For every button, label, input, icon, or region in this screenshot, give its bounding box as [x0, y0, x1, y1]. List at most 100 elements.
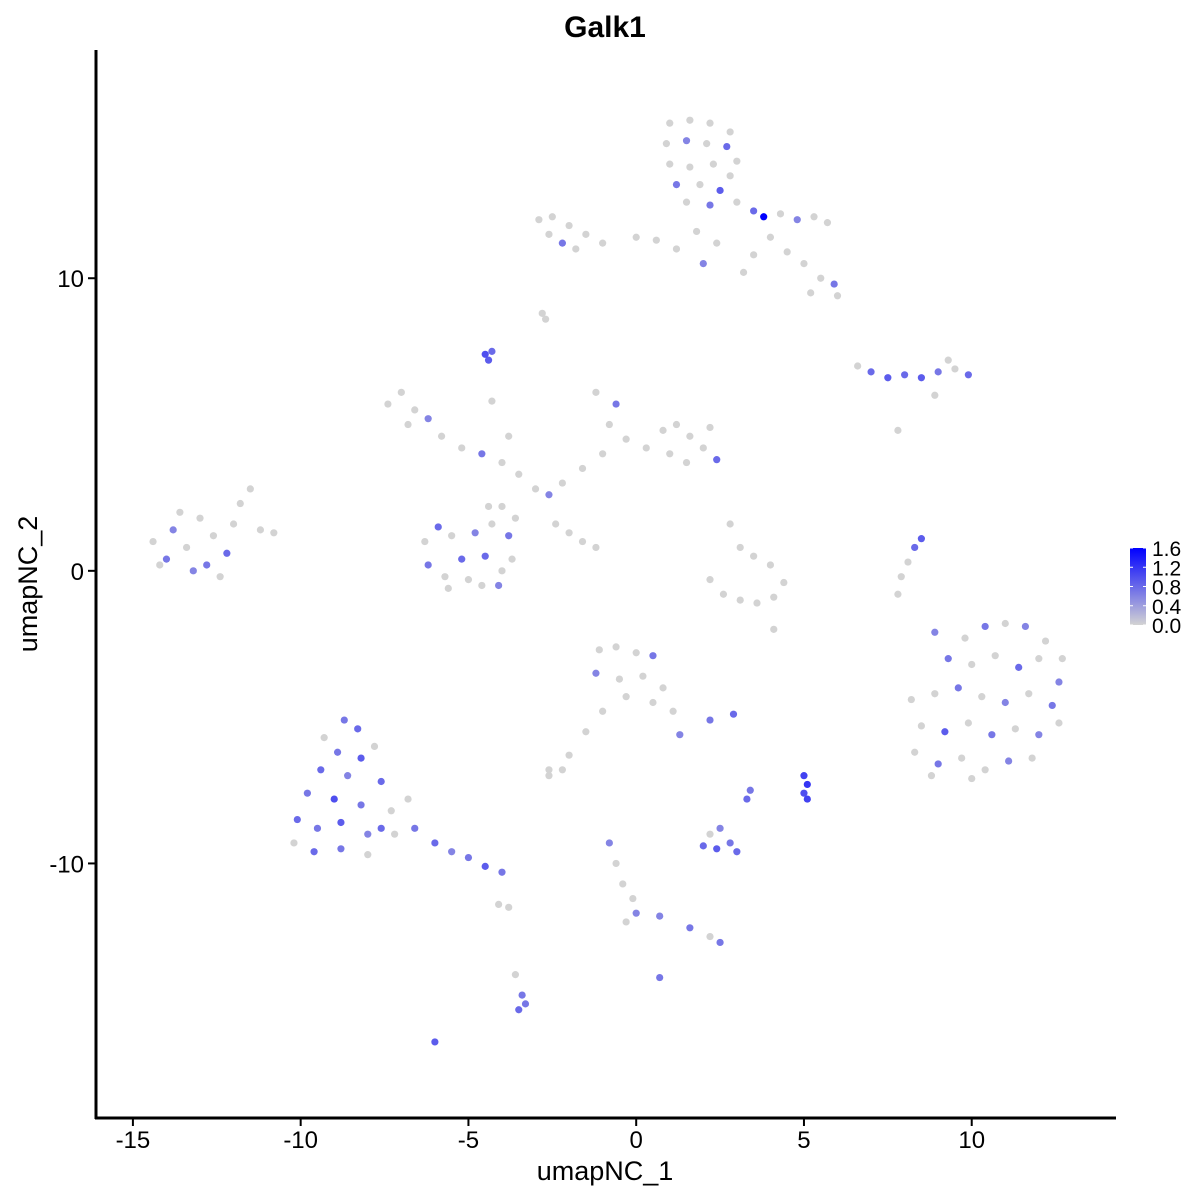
data-point	[498, 458, 506, 467]
data-point	[964, 371, 972, 379]
data-point	[632, 909, 640, 917]
data-point	[565, 529, 573, 537]
data-point	[961, 634, 969, 642]
data-point	[270, 529, 278, 537]
data-point	[337, 845, 345, 853]
data-point	[854, 362, 862, 370]
data-point	[917, 722, 925, 730]
data-point	[344, 772, 352, 780]
legend-tick-label: 0.4	[1152, 596, 1182, 619]
data-point	[156, 561, 164, 569]
data-point	[672, 180, 681, 189]
data-point	[149, 537, 157, 546]
data-point	[545, 766, 553, 774]
legend-tick-label: 0.0	[1152, 615, 1181, 638]
data-point	[384, 400, 392, 408]
data-point	[505, 903, 513, 911]
data-point	[783, 248, 791, 256]
data-point	[699, 444, 707, 452]
data-point	[733, 198, 741, 206]
data-point	[209, 532, 218, 540]
data-point	[458, 555, 466, 563]
data-point	[189, 567, 197, 575]
data-point	[632, 649, 640, 657]
data-point	[216, 573, 224, 581]
data-point	[739, 268, 748, 276]
data-point	[981, 622, 989, 631]
x-axis-title: umapNC_1	[537, 1156, 674, 1186]
data-point	[659, 684, 667, 692]
data-point	[931, 628, 939, 636]
data-point	[548, 213, 556, 221]
data-point	[672, 245, 681, 253]
legend-tick-label: 1.2	[1152, 557, 1181, 580]
y-axis-title: umapNC_2	[13, 516, 43, 653]
data-point	[397, 388, 405, 396]
data-point	[354, 725, 362, 733]
data-point	[182, 543, 191, 552]
data-point	[954, 684, 962, 692]
data-point	[484, 502, 493, 511]
data-point	[968, 660, 976, 669]
data-point	[656, 973, 664, 982]
data-point	[558, 239, 566, 247]
data-point	[619, 880, 627, 888]
data-point	[411, 406, 419, 414]
data-point	[639, 672, 647, 680]
data-point	[387, 807, 395, 815]
data-point	[686, 924, 694, 932]
data-point	[515, 1006, 523, 1014]
data-point	[649, 698, 657, 707]
data-point	[162, 555, 171, 563]
data-point	[666, 160, 674, 168]
data-point	[699, 842, 707, 850]
data-point	[612, 643, 620, 651]
legend-colorbar	[1130, 548, 1146, 625]
data-point	[713, 845, 721, 853]
data-point	[682, 198, 691, 206]
data-point	[411, 824, 419, 832]
data-point	[448, 532, 456, 540]
data-point	[686, 432, 694, 440]
data-point	[599, 707, 607, 715]
data-point	[488, 520, 496, 528]
data-point	[518, 991, 526, 999]
data-point	[615, 675, 624, 683]
data-point	[424, 415, 432, 423]
data-point	[807, 289, 815, 297]
data-point	[743, 795, 751, 803]
data-point	[437, 432, 446, 440]
data-point	[726, 839, 734, 847]
data-point	[750, 207, 758, 215]
data-point	[944, 356, 952, 364]
data-point	[672, 420, 681, 429]
data-point	[897, 573, 905, 581]
data-point	[927, 772, 936, 780]
data-point	[729, 710, 738, 718]
data-point	[817, 274, 825, 282]
data-point	[545, 491, 553, 499]
data-point	[951, 365, 959, 373]
data-point	[649, 652, 657, 660]
data-point	[696, 180, 704, 189]
data-point	[505, 532, 513, 540]
data-point	[592, 388, 600, 396]
data-point	[766, 233, 775, 241]
data-point	[612, 400, 620, 408]
data-point	[176, 508, 184, 516]
data-point	[800, 260, 808, 268]
x-tick-label: 10	[958, 1127, 985, 1154]
data-point	[907, 695, 915, 704]
y-tick-label: 0	[71, 559, 84, 586]
data-point	[558, 479, 566, 487]
data-point	[676, 731, 684, 739]
data-point	[978, 693, 986, 701]
data-point	[421, 537, 429, 546]
data-point	[578, 537, 587, 546]
data-point	[800, 772, 808, 780]
data-point	[515, 470, 523, 478]
data-point	[991, 652, 999, 660]
data-point	[686, 163, 694, 171]
data-point	[444, 584, 452, 592]
data-point	[911, 748, 919, 756]
